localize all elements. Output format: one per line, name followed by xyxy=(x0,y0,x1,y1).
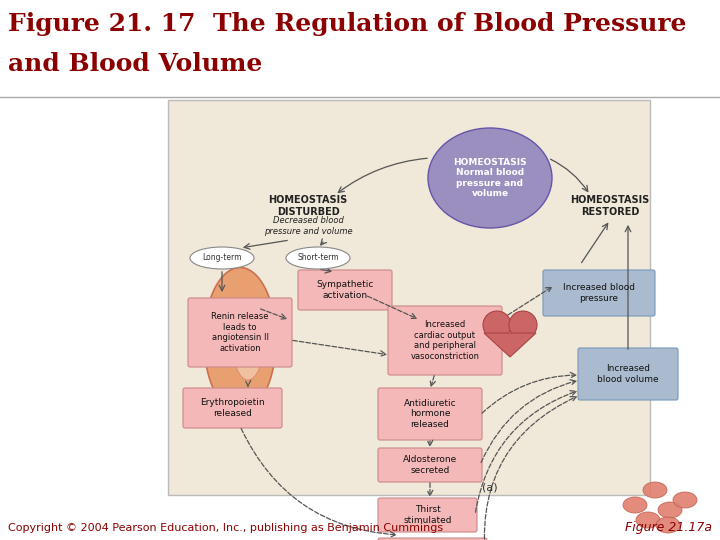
Text: Erythropoietin
released: Erythropoietin released xyxy=(200,399,265,418)
Ellipse shape xyxy=(658,502,682,518)
FancyBboxPatch shape xyxy=(543,270,655,316)
FancyBboxPatch shape xyxy=(298,270,392,310)
Ellipse shape xyxy=(428,128,552,228)
Text: and Blood Volume: and Blood Volume xyxy=(8,52,262,76)
Text: Increased
cardiac output
and peripheral
vasoconstriction: Increased cardiac output and peripheral … xyxy=(410,320,480,361)
Ellipse shape xyxy=(232,300,264,380)
Text: Sympathetic
activation: Sympathetic activation xyxy=(316,280,374,300)
Ellipse shape xyxy=(636,512,660,528)
FancyBboxPatch shape xyxy=(183,388,282,428)
Text: Increased blood
pressure: Increased blood pressure xyxy=(563,284,635,303)
FancyBboxPatch shape xyxy=(388,306,502,375)
Text: Antidiuretic
hormone
released: Antidiuretic hormone released xyxy=(404,399,456,429)
FancyBboxPatch shape xyxy=(378,388,482,440)
Text: Copyright © 2004 Pearson Education, Inc., publishing as Benjamin Cummings: Copyright © 2004 Pearson Education, Inc.… xyxy=(8,523,443,533)
Text: (a): (a) xyxy=(482,483,498,493)
Ellipse shape xyxy=(623,497,647,513)
Text: Figure 21.17a: Figure 21.17a xyxy=(625,522,712,535)
Text: Increased
blood volume: Increased blood volume xyxy=(597,364,659,384)
Text: Renin release
leads to
angiotensin II
activation: Renin release leads to angiotensin II ac… xyxy=(211,313,269,353)
Polygon shape xyxy=(484,333,536,357)
Bar xyxy=(168,100,650,495)
FancyBboxPatch shape xyxy=(578,348,678,400)
Text: DISTURBED: DISTURBED xyxy=(276,207,339,217)
Ellipse shape xyxy=(656,517,680,533)
FancyBboxPatch shape xyxy=(378,448,482,482)
FancyBboxPatch shape xyxy=(188,298,292,367)
Text: Short-term: Short-term xyxy=(297,253,339,262)
FancyBboxPatch shape xyxy=(378,538,487,540)
Text: HOMEOSTASIS: HOMEOSTASIS xyxy=(570,195,649,205)
Ellipse shape xyxy=(673,492,697,508)
Text: HOMEOSTASIS
Normal blood
pressure and
volume: HOMEOSTASIS Normal blood pressure and vo… xyxy=(453,158,527,198)
Text: Figure 21. 17  The Regulation of Blood Pressure: Figure 21. 17 The Regulation of Blood Pr… xyxy=(8,12,686,36)
Text: RESTORED: RESTORED xyxy=(581,207,639,217)
Ellipse shape xyxy=(190,247,254,269)
Text: Decreased blood
pressure and volume: Decreased blood pressure and volume xyxy=(264,217,352,235)
Text: Aldosterone
secreted: Aldosterone secreted xyxy=(403,455,457,475)
Ellipse shape xyxy=(509,311,537,339)
Text: Thirst
stimulated: Thirst stimulated xyxy=(403,505,451,525)
Text: Long-term: Long-term xyxy=(202,253,242,262)
FancyBboxPatch shape xyxy=(378,498,477,532)
Ellipse shape xyxy=(643,482,667,498)
Ellipse shape xyxy=(483,311,511,339)
Ellipse shape xyxy=(204,267,276,413)
Ellipse shape xyxy=(286,247,350,269)
Text: HOMEOSTASIS: HOMEOSTASIS xyxy=(269,195,348,205)
